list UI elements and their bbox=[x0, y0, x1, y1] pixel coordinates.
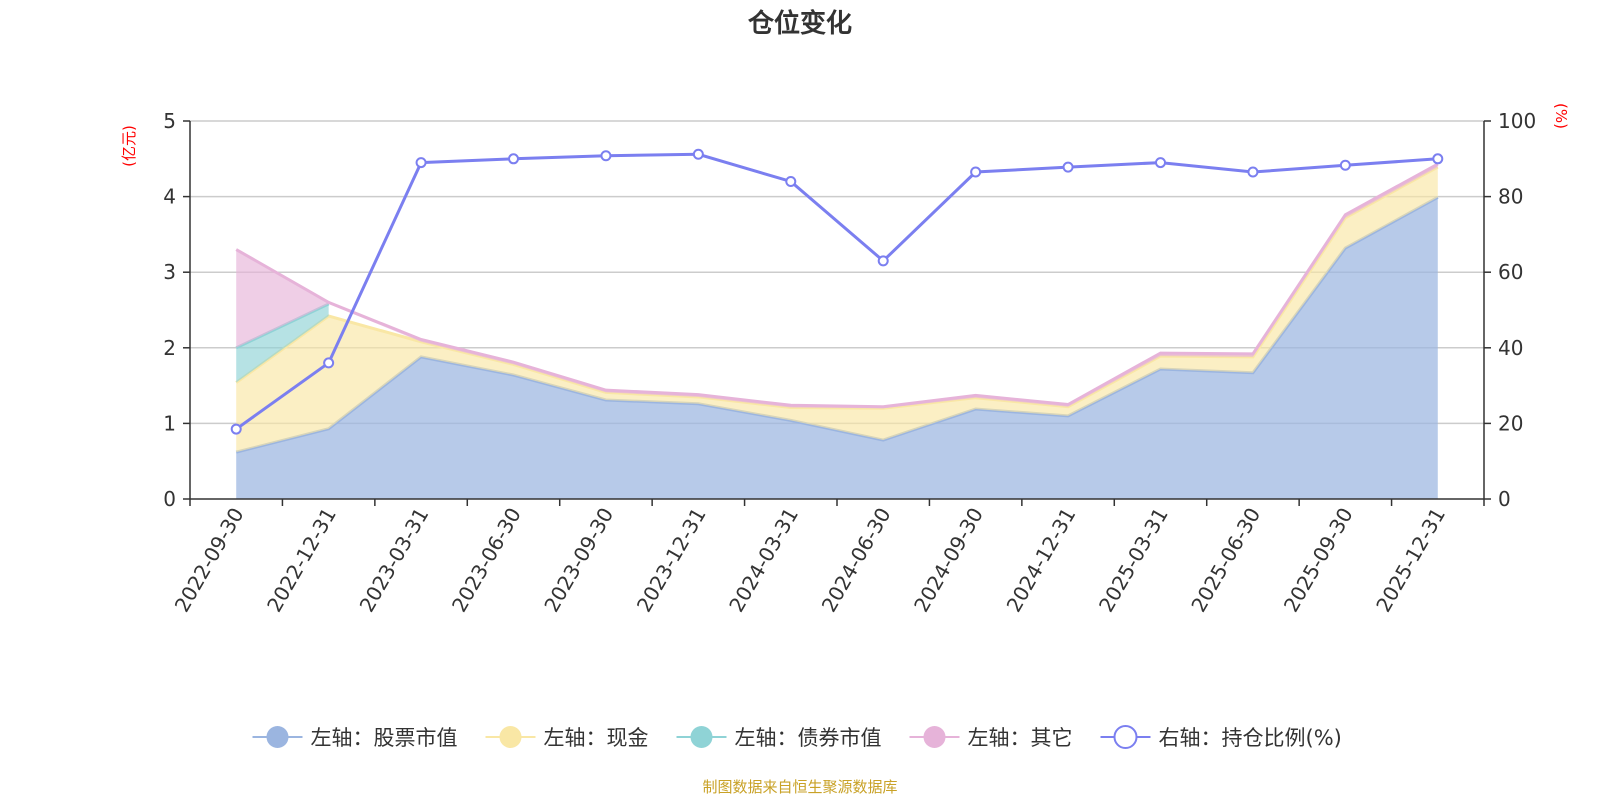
left-axis-tick-label: 3 bbox=[163, 260, 176, 284]
legend-marker bbox=[266, 726, 289, 748]
x-axis-tick-label: 2024-09-30 bbox=[909, 503, 988, 616]
legend-marker bbox=[923, 726, 946, 748]
ratio-line-path bbox=[235, 152, 1438, 431]
x-axis-tick-label: 2025-03-31 bbox=[1094, 504, 1173, 617]
x-axis-tick-label: 2025-12-31 bbox=[1371, 504, 1450, 617]
ratio-point bbox=[1339, 159, 1351, 171]
ratio-point bbox=[1432, 153, 1444, 165]
legend-item[interactable]: 左轴：其它 bbox=[909, 726, 1073, 750]
ratio-point bbox=[970, 166, 982, 178]
stacked-areas bbox=[235, 162, 1439, 499]
legend-item[interactable]: 右轴：持仓比例(%) bbox=[1100, 725, 1342, 750]
ratio-point bbox=[230, 423, 242, 435]
ratio-point bbox=[1062, 161, 1074, 173]
ratio-point bbox=[877, 255, 889, 267]
right-axis-tick-label: 100 bbox=[1498, 109, 1536, 133]
ratio-point bbox=[692, 148, 704, 160]
right-axis-tick-label: 20 bbox=[1498, 411, 1523, 435]
legend-marker bbox=[499, 726, 522, 748]
ratio-point bbox=[508, 153, 519, 165]
ratio-point bbox=[785, 175, 797, 187]
legend-marker bbox=[690, 726, 713, 748]
right-axis-unit: (%) bbox=[1552, 103, 1570, 129]
x-axis-tick-label: 2022-09-30 bbox=[170, 504, 249, 617]
x-axis-tick-label: 2024-03-31 bbox=[724, 504, 803, 617]
x-axis-tick-label: 2023-09-30 bbox=[539, 504, 618, 617]
x-axis-tick-label: 2023-03-31 bbox=[354, 503, 433, 616]
legend: 左轴：股票市值 左轴：现金 左轴：债券市值 左轴：其它 右轴：持仓比例(%) bbox=[252, 725, 1342, 750]
x-axis-tick-label: 2024-12-31 bbox=[1001, 504, 1080, 617]
left-axis-unit: (亿元) bbox=[120, 125, 138, 167]
ratio-line bbox=[230, 148, 1444, 435]
legend-label: 左轴：其它 bbox=[968, 726, 1073, 750]
data-source-note: 制图数据来自恒生聚源数据库 bbox=[702, 778, 897, 796]
x-axis-tick-label: 2025-09-30 bbox=[1279, 504, 1358, 617]
ratio-point bbox=[1155, 157, 1166, 169]
ratio-point bbox=[323, 357, 335, 369]
area-2 bbox=[236, 303, 329, 383]
x-axis-tick-label: 2023-06-30 bbox=[447, 504, 526, 617]
left-axis-tick-label: 2 bbox=[163, 336, 176, 360]
area-0 bbox=[236, 197, 1438, 499]
ratio-point bbox=[1247, 166, 1259, 178]
x-axis-tick-label: 2025-06-30 bbox=[1186, 504, 1265, 617]
legend-marker bbox=[1113, 725, 1138, 749]
legend-label: 左轴：债券市值 bbox=[735, 726, 882, 750]
area-1 bbox=[236, 167, 1438, 453]
left-axis-tick-label: 4 bbox=[163, 185, 176, 209]
legend-label: 左轴：现金 bbox=[544, 726, 649, 750]
left-axis-tick-label: 1 bbox=[163, 411, 176, 435]
x-axis-tick-label: 2023-12-31 bbox=[632, 504, 711, 617]
area-edge-3 bbox=[235, 162, 1439, 409]
x-axis-tick-label: 2022-12-31 bbox=[262, 504, 341, 617]
right-axis-tick-label: 0 bbox=[1498, 487, 1511, 511]
legend-item[interactable]: 左轴：股票市值 bbox=[252, 726, 458, 750]
chart-title: 仓位变化 bbox=[747, 8, 852, 39]
right-axis-tick-label: 80 bbox=[1498, 185, 1523, 209]
ratio-point bbox=[600, 150, 612, 162]
legend-item[interactable]: 左轴：债券市值 bbox=[676, 726, 882, 750]
x-axis-tick-label: 2024-06-30 bbox=[817, 504, 896, 617]
right-axis-tick-label: 60 bbox=[1498, 260, 1523, 284]
legend-label: 左轴：股票市值 bbox=[311, 726, 458, 750]
right-axis-tick-label: 40 bbox=[1498, 336, 1523, 360]
left-axis-tick-label: 0 bbox=[163, 487, 176, 511]
legend-item[interactable]: 左轴：现金 bbox=[485, 726, 649, 750]
ratio-point bbox=[415, 157, 427, 169]
legend-label: 右轴：持仓比例(%) bbox=[1159, 726, 1342, 750]
left-axis-tick-label: 5 bbox=[163, 109, 176, 133]
